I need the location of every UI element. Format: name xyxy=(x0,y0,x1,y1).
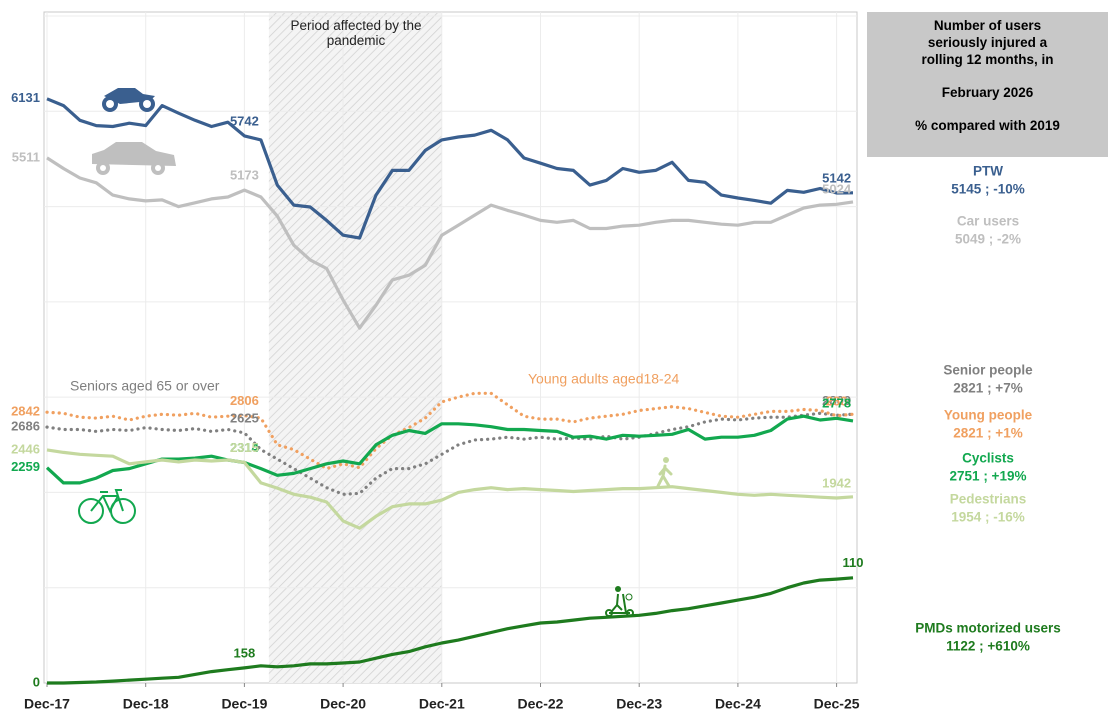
data-label: 5142 xyxy=(822,170,851,185)
legend-name: PTW xyxy=(973,164,1003,179)
x-tick-label: Dec-17 xyxy=(24,696,70,712)
pedestrian-icon xyxy=(656,457,673,488)
legend-name: Car users xyxy=(957,214,1019,229)
data-label: 158 xyxy=(234,645,256,660)
data-label: 2315 xyxy=(230,440,259,455)
data-label: 5173 xyxy=(230,168,259,183)
series-line xyxy=(45,414,854,485)
legend-summary: 1122 ; +610% xyxy=(946,639,1030,654)
x-tick-label: Dec-22 xyxy=(518,696,564,712)
data-label: 2259 xyxy=(11,459,40,474)
legend-summary: 5049 ; -2% xyxy=(955,232,1021,247)
series-line xyxy=(47,576,854,685)
series-line xyxy=(46,448,854,530)
car-icon xyxy=(92,142,176,175)
data-label: 280 xyxy=(826,393,848,408)
legend-summary: 5145 ; -10% xyxy=(951,182,1025,197)
pandemic-period xyxy=(268,13,442,683)
motorbike-icon xyxy=(102,88,155,112)
bicycle-icon xyxy=(78,489,136,524)
data-label: 2809 xyxy=(822,393,851,408)
x-tick-label: Dec-24 xyxy=(715,696,761,712)
series-line xyxy=(46,97,854,240)
series-line xyxy=(45,391,855,471)
data-label: 5024 xyxy=(822,182,852,197)
legend-header: Number of users seriously injured a roll… xyxy=(867,12,1108,157)
legend-name: Young people xyxy=(944,408,1033,423)
plot-area xyxy=(43,11,858,684)
legend-summary: 2821 ; +1% xyxy=(953,426,1022,441)
data-label: 110 xyxy=(843,555,864,570)
data-label: 2625 xyxy=(230,410,259,425)
data-label: 5742 xyxy=(230,113,259,128)
legend-name: Cyclists xyxy=(962,451,1014,466)
annotation: Young adults aged18-24 xyxy=(528,371,680,387)
data-label: 2806 xyxy=(230,393,259,408)
x-tick-label: Dec-23 xyxy=(616,696,662,712)
legend-title: Number of users seriously injured a roll… xyxy=(921,18,1054,67)
x-tick-label: Dec-18 xyxy=(123,696,169,712)
x-tick-label: Dec-21 xyxy=(419,696,465,712)
data-label: 5511 xyxy=(12,149,40,164)
legend-subtitle: February 2026 xyxy=(941,85,1034,100)
series-line xyxy=(46,156,854,330)
legend-summary: 1954 ; -16% xyxy=(951,510,1025,525)
x-tick-label: Dec-25 xyxy=(814,696,860,712)
data-label: 0 xyxy=(33,674,40,689)
data-label: 2778 xyxy=(822,396,851,411)
icons xyxy=(78,88,673,617)
x-tick-label: Dec-20 xyxy=(320,696,366,712)
data-label: 2686 xyxy=(11,419,40,434)
data-label: 2314 xyxy=(230,440,260,455)
data-label: 1942 xyxy=(822,475,851,490)
legend-name: Pedestrians xyxy=(950,492,1027,507)
legend-name: Senior people xyxy=(943,363,1033,378)
legend-note: % compared with 2019 xyxy=(915,118,1060,133)
series-line xyxy=(45,411,855,496)
data-label: 6131 xyxy=(11,90,40,105)
pandemic-label: Period affected by the pandemic xyxy=(290,18,422,48)
legend-summary: 2821 ; +7% xyxy=(953,381,1022,396)
scooter-icon xyxy=(605,586,634,617)
data-label: 2842 xyxy=(11,404,40,419)
data-label: 2446 xyxy=(11,441,40,456)
annotation: Seniors aged 65 or over xyxy=(70,378,220,394)
legend-summary: 2751 ; +19% xyxy=(950,469,1027,484)
x-tick-label: Dec-19 xyxy=(221,696,267,712)
legend-name: PMDs motorized users xyxy=(915,621,1061,636)
